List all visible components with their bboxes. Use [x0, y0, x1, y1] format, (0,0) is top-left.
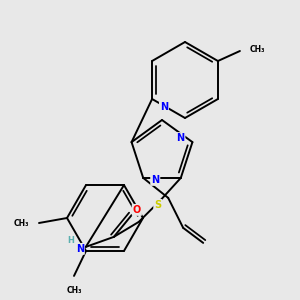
Text: S: S: [154, 200, 161, 210]
Text: S: S: [154, 200, 161, 210]
Text: N: N: [176, 133, 184, 143]
Text: N: N: [151, 175, 159, 185]
Text: CH₃: CH₃: [14, 218, 29, 227]
Text: H: H: [68, 236, 74, 245]
Text: CH₃: CH₃: [66, 286, 82, 295]
Text: N: N: [76, 244, 84, 254]
Text: N: N: [160, 102, 168, 112]
Text: O: O: [133, 205, 141, 215]
Text: N: N: [76, 244, 84, 254]
Text: N: N: [160, 102, 168, 112]
Text: N: N: [176, 133, 184, 143]
Text: CH₃: CH₃: [250, 44, 266, 53]
Text: H: H: [68, 236, 74, 245]
Text: N: N: [151, 175, 159, 185]
Text: O: O: [133, 205, 141, 215]
